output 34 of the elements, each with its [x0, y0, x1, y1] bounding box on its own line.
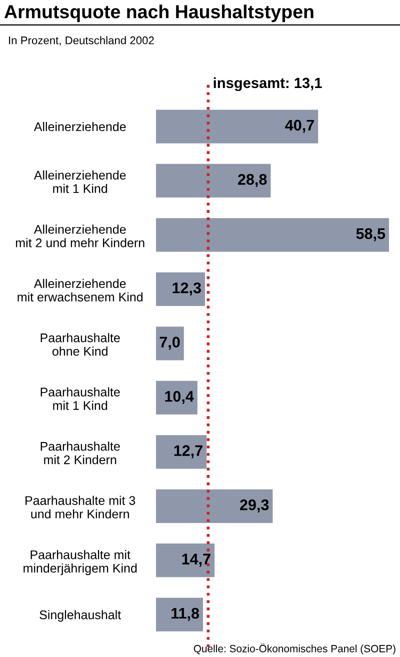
y-tick-label: Paarhaushalte mit 3 und mehr Kindern: [26, 496, 136, 518]
data-label: 11,8: [172, 608, 200, 621]
bar: [156, 110, 318, 144]
y-tick-label: Alleinerziehende: [34, 122, 126, 132]
data-label: 14,7: [182, 554, 210, 567]
y-tick-label: Alleinerziehende mit 2 und mehr Kindern: [16, 224, 144, 248]
chart-title: Armutsquote nach Haushaltstypen: [4, 4, 314, 22]
annotation: Quelle: Sozio-Ökonomisches Panel (SOEP): [194, 643, 396, 654]
data-label: 28,8: [238, 174, 267, 188]
bar: [156, 164, 271, 198]
bar: [156, 435, 207, 469]
ref-line-label: insgesamt: 13,1: [214, 77, 322, 92]
y-tick-label: Paarhaushalte ohne Kind: [40, 333, 120, 356]
data-label: 29,3: [240, 499, 269, 512]
y-tick-label: Paarhaushalte mit 1 Kind: [40, 387, 120, 410]
bar: [156, 489, 273, 523]
y-tick-label: Paarhaushalte mit minderjährigem Kind: [24, 550, 137, 576]
data-label: 10,4: [165, 390, 194, 404]
bar: [156, 598, 203, 632]
data-label: 58,5: [356, 228, 386, 242]
data-label: 12,7: [174, 445, 202, 458]
y-tick-label: Alleinerziehende mit erwachsenem Kind: [18, 278, 143, 302]
y-tick-label: Singlehaushalt: [40, 610, 122, 622]
y-tick-label: Alleinerziehende mit 1 Kind: [34, 170, 126, 194]
y-tick-label: Paarhaushalte mit 2 Kindern: [40, 442, 120, 464]
bar: [156, 326, 184, 360]
bar: [156, 272, 205, 306]
chart-subtitle: In Prozent, Deutschland 2002: [9, 36, 154, 46]
data-label: 7,0: [160, 336, 180, 350]
bar: [156, 218, 390, 252]
data-label: 40,7: [285, 120, 314, 133]
bar: [156, 544, 215, 578]
data-label: 12,3: [172, 282, 201, 296]
bar: [156, 380, 198, 414]
